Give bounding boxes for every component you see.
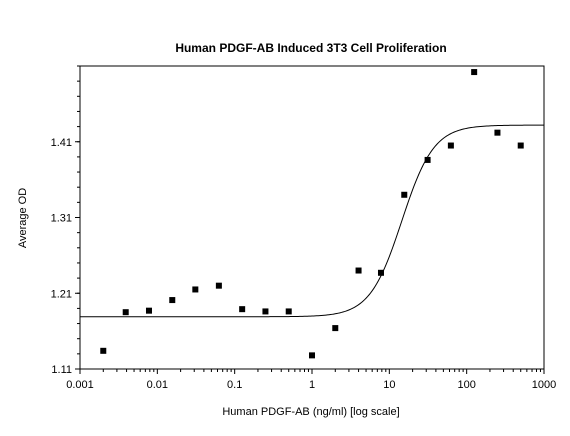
data-point: [424, 156, 431, 163]
x-tick-label: 100: [457, 379, 475, 391]
y-tick-label: 1.21: [51, 288, 72, 300]
data-point: [239, 306, 246, 313]
data-point: [471, 69, 478, 76]
data-point: [447, 142, 454, 149]
data-point: [192, 286, 199, 293]
chart-title: Human PDGF-AB Induced 3T3 Cell Prolifera…: [175, 41, 446, 55]
x-axis-ticks: 0.001 0.01 0.1 1 10 100 1000: [66, 369, 556, 391]
data-point: [401, 191, 408, 198]
data-point: [377, 269, 384, 276]
x-tick-label: 0.01: [147, 379, 168, 391]
y-tick-label: 1.31: [51, 213, 72, 225]
y-axis-label: Average OD: [17, 188, 29, 248]
x-tick-label: 1000: [532, 379, 556, 391]
data-point: [332, 325, 339, 332]
data-point: [215, 282, 222, 289]
data-point: [355, 267, 362, 274]
y-tick-label: 1.11: [51, 364, 72, 376]
data-point: [285, 308, 292, 315]
plot-area-frame: [79, 65, 545, 370]
data-point: [517, 142, 524, 149]
y-tick-label: 1.41: [51, 137, 72, 149]
data-point: [262, 308, 269, 315]
data-points: [100, 69, 524, 359]
x-tick-label: 10: [383, 379, 395, 391]
x-tick-label: 0.001: [66, 379, 94, 391]
data-point: [145, 307, 152, 314]
fit-curve: [80, 124, 544, 318]
y-axis-ticks: 1.11 1.21 1.31 1.41: [51, 65, 80, 376]
data-point: [169, 297, 176, 304]
x-tick-label: 0.1: [227, 379, 242, 391]
data-point: [309, 352, 315, 359]
data-point: [494, 129, 501, 136]
x-axis-label: Human PDGF-AB (ng/ml) [log scale]: [222, 406, 399, 418]
data-point: [100, 347, 107, 354]
data-point: [122, 309, 129, 316]
x-tick-label: 1: [309, 379, 315, 391]
